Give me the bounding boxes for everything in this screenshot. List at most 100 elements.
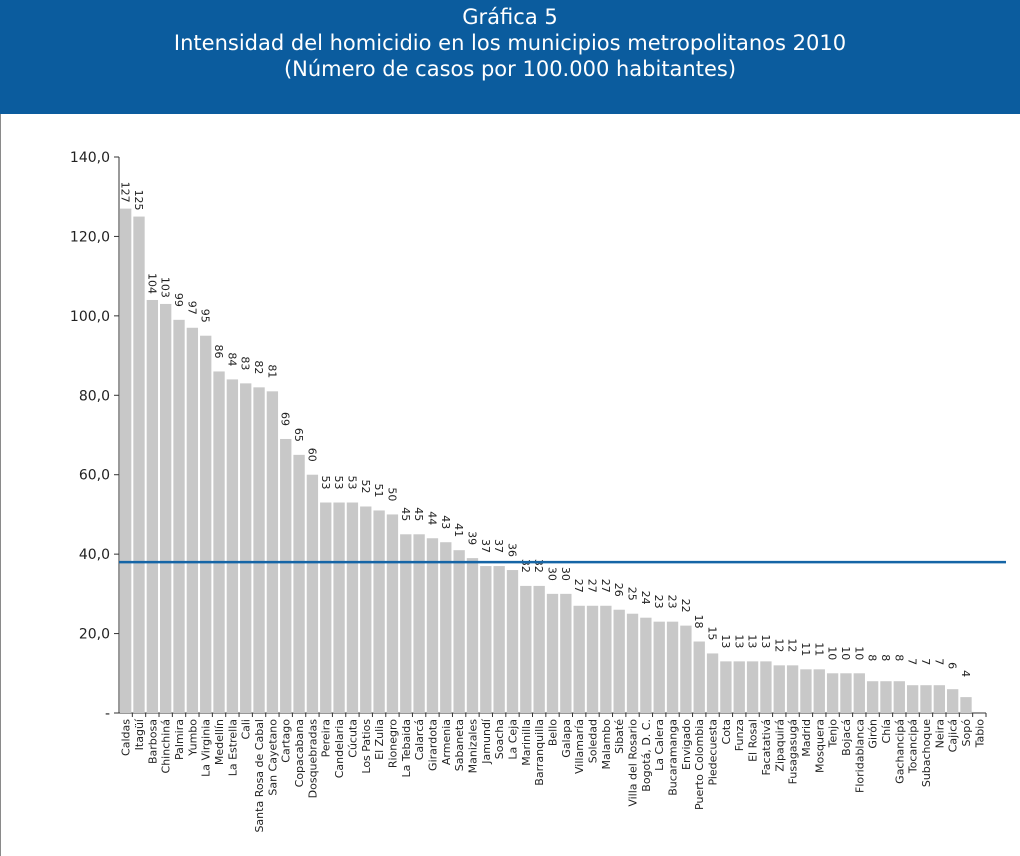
value-label: 18: [692, 615, 705, 629]
value-label: 30: [559, 567, 572, 581]
chart-header: Gráfica 5 Intensidad del homicidio en lo…: [0, 0, 1020, 114]
category-label: Fusagasugá: [787, 719, 800, 784]
value-label: 45: [399, 507, 412, 521]
bar: [440, 542, 452, 713]
category-label: Bello: [547, 719, 560, 746]
bar: [773, 665, 785, 713]
bar: [600, 605, 612, 713]
category-label: Palmira: [173, 719, 186, 760]
value-label: 81: [265, 364, 278, 378]
value-label: 8: [892, 654, 905, 661]
bar: [266, 391, 279, 713]
bar: [880, 681, 892, 713]
value-label: 37: [479, 539, 492, 553]
bar: [760, 661, 772, 713]
category-label: Cartago: [280, 719, 293, 763]
value-label: 86: [212, 344, 225, 358]
category-label: Sopó: [960, 719, 973, 747]
y-tick-label: 80,0: [79, 388, 110, 404]
category-label: Bucaramanga: [667, 719, 680, 796]
category-label: Barbosa: [146, 719, 159, 764]
bar: [320, 502, 332, 713]
category-label: Puerto Colombia: [693, 719, 706, 810]
category-label: La Estrella: [226, 719, 239, 776]
bar: [293, 454, 305, 713]
bar: [306, 474, 319, 713]
value-label: 43: [439, 515, 452, 529]
category-label: La Calera: [653, 719, 666, 771]
bar: [280, 438, 292, 713]
value-label: 13: [759, 634, 772, 648]
value-label: 12: [772, 638, 785, 652]
value-label: 8: [866, 654, 879, 661]
value-label: 52: [359, 479, 372, 493]
value-label: 10: [826, 646, 839, 660]
bar: [733, 661, 745, 713]
bar: [186, 327, 199, 713]
category-label: Tocancipá: [907, 719, 920, 774]
bar: [493, 566, 505, 713]
bar: [453, 550, 465, 713]
y-tick-label: 140,0: [70, 150, 110, 166]
value-label: 13: [719, 634, 732, 648]
category-label: Sibaté: [613, 719, 626, 754]
value-label: 82: [252, 360, 265, 374]
bar: [200, 335, 212, 713]
bar: [786, 665, 799, 713]
bar: [426, 538, 439, 713]
value-label: 27: [599, 579, 612, 593]
category-label: Madrid: [800, 719, 813, 757]
category-label: Tenjo: [827, 719, 840, 749]
bar: [626, 613, 639, 713]
bar: [693, 641, 705, 713]
bar: [466, 558, 479, 713]
bar: [346, 502, 359, 713]
category-label: Tabio: [973, 719, 986, 749]
bar: [133, 216, 145, 714]
value-label: 53: [319, 476, 332, 490]
bar: [226, 379, 239, 713]
category-label: Candelaria: [333, 719, 346, 778]
category-label: Marinilla: [520, 719, 533, 766]
bar: [706, 653, 719, 713]
bar: [826, 673, 839, 713]
category-label: El Rosal: [747, 719, 760, 762]
value-label: 37: [492, 539, 505, 553]
value-label: 7: [919, 658, 932, 665]
bar: [173, 319, 185, 713]
category-label: El Zulia: [373, 719, 386, 760]
value-label: 65: [292, 428, 305, 442]
category-label: Armenia: [440, 719, 453, 765]
bar: [920, 685, 932, 713]
chart-number: Gráfica 5: [462, 5, 558, 29]
category-label: Envigado: [680, 719, 693, 770]
bar: [613, 609, 625, 713]
value-label: 53: [332, 476, 345, 490]
category-label: Medellín: [213, 719, 226, 765]
category-label: Cúcuta: [346, 719, 359, 758]
bar: [480, 566, 492, 713]
value-label: 4: [959, 670, 972, 677]
bar: [400, 534, 412, 713]
bar: [640, 617, 652, 713]
category-label: Soacha: [493, 719, 506, 759]
y-tick-label: 100,0: [70, 309, 110, 325]
category-label: Sabaneta: [453, 719, 466, 771]
value-label: 60: [305, 448, 318, 462]
y-tick-label: 20,0: [79, 627, 110, 643]
category-label: Itagüí: [133, 718, 146, 750]
category-label: Copacabana: [293, 719, 306, 787]
category-label: Bogotá, D. C.: [640, 719, 653, 792]
value-label: 6: [946, 662, 959, 669]
chart-subtitle: (Número de casos por 100.000 habitantes): [283, 57, 737, 81]
bar: [506, 570, 519, 713]
chart-title: Intensidad del homicidio en los municipi…: [173, 31, 847, 55]
value-label: 83: [239, 356, 252, 370]
bar: [680, 625, 692, 713]
category-label: Calarcá: [413, 719, 426, 760]
category-label: Piedecuesta: [707, 719, 720, 786]
category-label: San Cayetano: [266, 719, 279, 796]
bar: [333, 502, 345, 713]
bar: [386, 514, 399, 713]
bar: [360, 506, 372, 713]
